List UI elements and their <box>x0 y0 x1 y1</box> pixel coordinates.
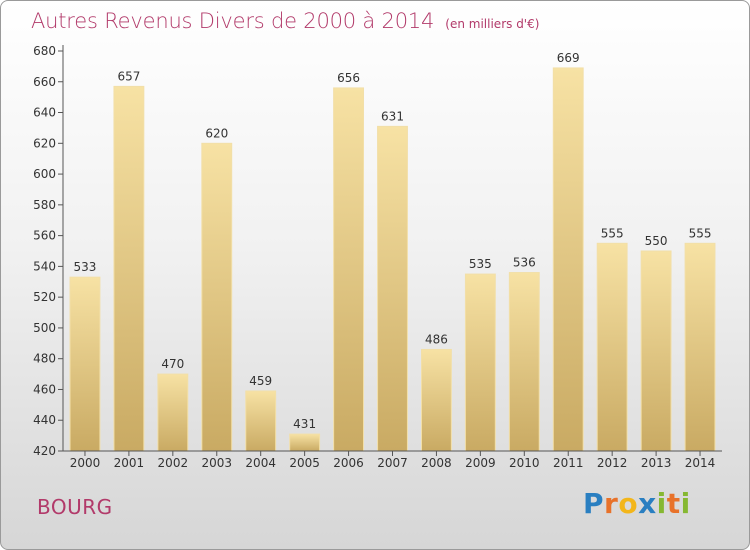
bar <box>552 67 584 452</box>
bar <box>289 433 321 452</box>
bar <box>464 273 496 452</box>
x-tick-label: 2006 <box>333 456 364 470</box>
data-label: 669 <box>557 51 580 65</box>
x-tick-label: 2000 <box>70 456 101 470</box>
bar <box>420 348 452 452</box>
x-tick-label: 2014 <box>685 456 716 470</box>
x-tick-label: 2002 <box>158 456 189 470</box>
x-tick-label: 2004 <box>245 456 276 470</box>
y-tick-label: 680 <box>33 44 56 58</box>
bar <box>508 272 540 452</box>
x-tick-label: 2005 <box>289 456 320 470</box>
bar <box>377 125 408 452</box>
bar <box>333 87 365 452</box>
x-tick-label: 2008 <box>421 456 452 470</box>
x-tick-label: 2003 <box>201 456 232 470</box>
x-tick-label: 2001 <box>114 456 145 470</box>
y-tick-label: 440 <box>33 413 56 427</box>
x-tick-label: 2013 <box>641 456 672 470</box>
data-label: 486 <box>425 332 448 346</box>
y-tick-label: 640 <box>33 106 56 120</box>
data-label: 536 <box>513 256 536 270</box>
y-tick-label: 560 <box>33 229 56 243</box>
data-label: 533 <box>74 260 97 274</box>
data-label: 656 <box>337 71 360 85</box>
chart-title-unit: (en milliers d'€) <box>445 17 540 31</box>
logo-letter: r <box>604 487 619 520</box>
data-label: 555 <box>601 226 624 240</box>
data-label: 459 <box>249 374 272 388</box>
location-label: BOURG <box>37 495 113 519</box>
data-label: 631 <box>381 109 404 123</box>
data-label: 535 <box>469 257 492 271</box>
x-tick-label: 2010 <box>509 456 540 470</box>
logo-letter: o <box>618 487 639 520</box>
data-label: 620 <box>205 126 228 140</box>
y-tick-label: 580 <box>33 198 56 212</box>
y-tick-label: 520 <box>33 290 56 304</box>
x-tick-label: 2009 <box>465 456 496 470</box>
logo-letter: P <box>583 487 605 520</box>
x-tick-label: 2007 <box>377 456 408 470</box>
x-tick-label: 2012 <box>597 456 628 470</box>
logo-letter: x <box>638 487 657 520</box>
x-tick-label: 2011 <box>553 456 584 470</box>
bar <box>69 276 101 452</box>
logo-letter: i <box>656 487 667 520</box>
data-label: 550 <box>645 234 668 248</box>
bar <box>157 373 189 452</box>
proxiti-logo: Proxiti <box>583 487 691 520</box>
chart-title-main: Autres Revenus Divers de 2000 à 2014 <box>31 9 435 33</box>
bar <box>684 242 716 452</box>
y-tick-label: 480 <box>33 352 56 366</box>
logo-letter: t <box>666 487 681 520</box>
y-tick-label: 660 <box>33 75 56 89</box>
data-label: 555 <box>689 226 712 240</box>
bar <box>201 142 233 452</box>
logo-letter: i <box>680 487 691 520</box>
bar <box>245 390 277 452</box>
data-label: 470 <box>161 357 184 371</box>
data-label: 657 <box>117 69 140 83</box>
bar <box>596 242 628 452</box>
y-tick-label: 420 <box>33 444 56 458</box>
y-tick-label: 460 <box>33 382 56 396</box>
chart-title: Autres Revenus Divers de 2000 à 2014 (en… <box>31 9 539 33</box>
bar <box>113 85 145 452</box>
y-tick-label: 600 <box>33 167 56 181</box>
y-tick-label: 500 <box>33 321 56 335</box>
y-tick-label: 620 <box>33 136 56 150</box>
y-tick-label: 540 <box>33 259 56 273</box>
data-label: 431 <box>293 417 316 431</box>
bar <box>640 250 672 452</box>
